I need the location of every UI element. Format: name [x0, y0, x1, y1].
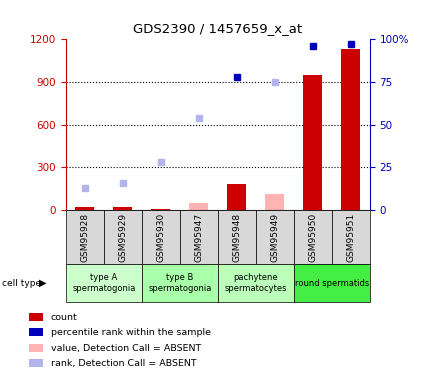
Bar — [294, 264, 370, 302]
Bar — [142, 210, 180, 264]
Text: ▶: ▶ — [39, 278, 47, 288]
Text: GSM95951: GSM95951 — [346, 213, 355, 262]
Bar — [189, 203, 208, 210]
Bar — [29, 328, 43, 336]
Bar — [218, 264, 294, 302]
Bar — [303, 75, 322, 210]
Bar — [332, 210, 370, 264]
Bar — [180, 210, 218, 264]
Title: GDS2390 / 1457659_x_at: GDS2390 / 1457659_x_at — [133, 22, 302, 35]
Text: percentile rank within the sample: percentile rank within the sample — [51, 328, 211, 337]
Text: GSM95930: GSM95930 — [156, 213, 165, 262]
Text: value, Detection Call = ABSENT: value, Detection Call = ABSENT — [51, 344, 201, 352]
Bar — [29, 344, 43, 352]
Bar — [151, 209, 170, 210]
Text: round spermatids: round spermatids — [295, 279, 369, 288]
Bar — [75, 207, 94, 210]
Bar — [29, 313, 43, 321]
Bar — [294, 210, 332, 264]
Text: GSM95929: GSM95929 — [118, 213, 127, 262]
Bar — [227, 184, 246, 210]
Bar — [142, 264, 218, 302]
Text: cell type: cell type — [2, 279, 41, 288]
Text: GSM95947: GSM95947 — [194, 213, 203, 262]
Bar — [66, 264, 142, 302]
Text: type B
spermatogonia: type B spermatogonia — [148, 273, 212, 293]
Bar — [256, 210, 294, 264]
Bar — [104, 210, 142, 264]
Bar — [265, 194, 284, 210]
Text: count: count — [51, 313, 78, 322]
Text: pachytene
spermatocytes: pachytene spermatocytes — [224, 273, 287, 293]
Bar — [29, 359, 43, 367]
Bar — [341, 50, 360, 210]
Text: GSM95948: GSM95948 — [232, 213, 241, 262]
Text: GSM95949: GSM95949 — [270, 213, 279, 262]
Bar — [218, 210, 256, 264]
Bar — [113, 207, 132, 210]
Text: GSM95950: GSM95950 — [308, 213, 317, 262]
Text: type A
spermatogonia: type A spermatogonia — [72, 273, 136, 293]
Text: GSM95928: GSM95928 — [80, 213, 89, 262]
Bar — [66, 210, 104, 264]
Text: rank, Detection Call = ABSENT: rank, Detection Call = ABSENT — [51, 359, 196, 368]
